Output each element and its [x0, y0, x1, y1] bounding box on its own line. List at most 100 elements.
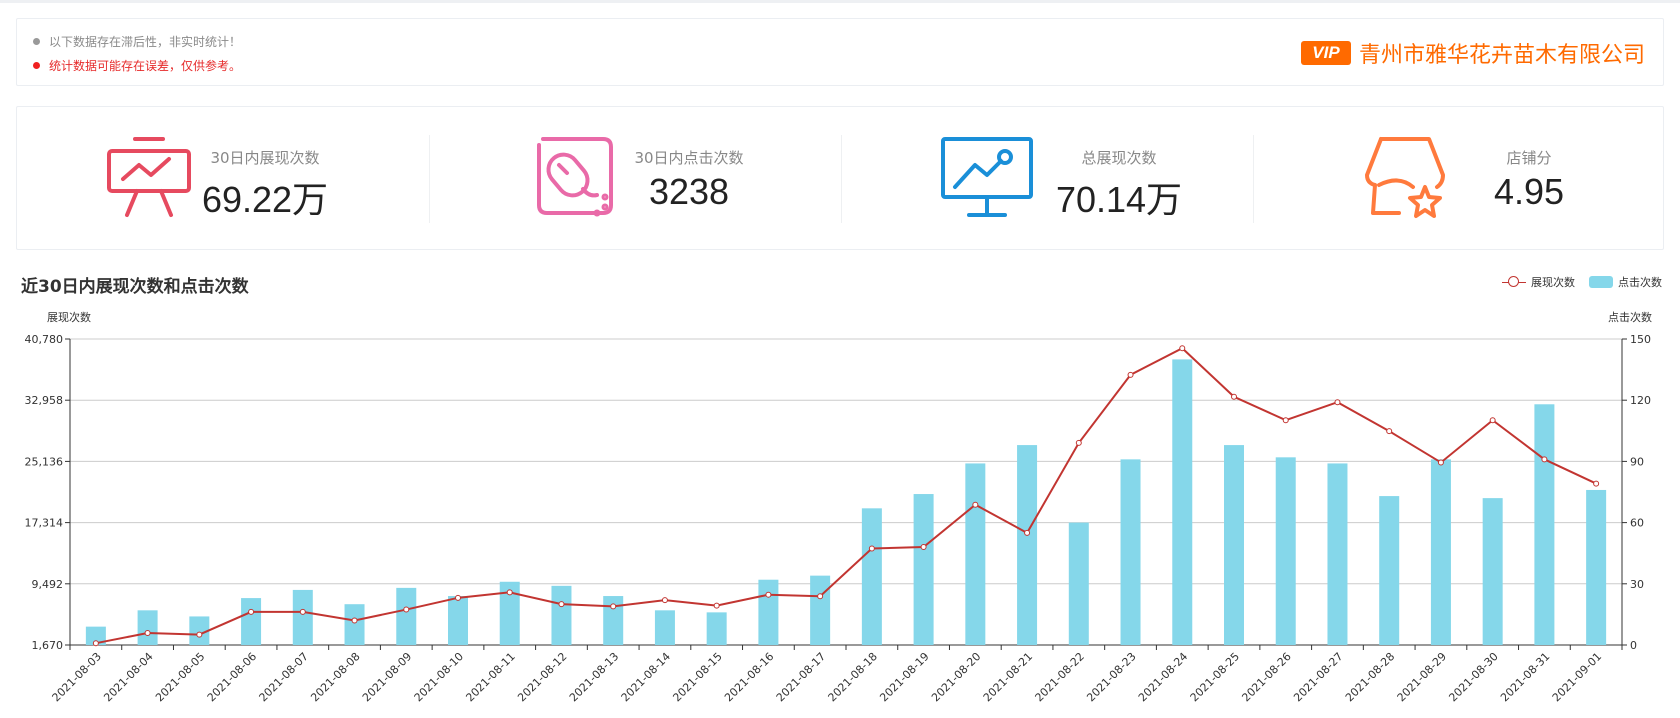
line-point [765, 591, 772, 598]
legend-label: 点击次数 [1618, 276, 1662, 289]
bar-clicks [1120, 459, 1141, 645]
y-tick-label-left: 40,780 [25, 333, 64, 346]
x-tick-label: 2021-08-10 [412, 650, 466, 704]
x-tick-label: 2021-08-30 [1446, 650, 1500, 704]
y-tick-label-right: 60 [1630, 517, 1644, 530]
line-point [144, 630, 151, 637]
line-point [299, 608, 306, 615]
y-tick-label-left: 9,492 [32, 578, 64, 591]
x-tick-label: 2021-08-08 [308, 650, 362, 704]
x-tick-label: 2021-09-01 [1550, 650, 1604, 704]
bar-clicks [1017, 445, 1038, 645]
line-point [713, 602, 720, 609]
legend-label: 展现次数 [1531, 276, 1575, 289]
bar-clicks [551, 585, 572, 645]
bar-clicks [241, 598, 262, 645]
vip-badge: VIP [1300, 41, 1351, 65]
y-tick-label-left: 32,958 [25, 394, 64, 407]
x-tick-label: 2021-08-23 [1084, 650, 1138, 704]
line-point [610, 603, 617, 610]
bar-clicks [1172, 359, 1193, 645]
line-point [1075, 439, 1082, 446]
x-tick-label: 2021-08-04 [101, 650, 155, 704]
bar-clicks [810, 575, 831, 645]
bar-clicks [861, 508, 882, 645]
bar-clicks [1068, 522, 1089, 645]
x-tick-label: 2021-08-21 [981, 650, 1035, 704]
divider [429, 135, 430, 223]
x-tick-label: 2021-08-19 [877, 650, 931, 704]
notice-lag-text: 以下数据存在滞后性，非实时统计！ [49, 35, 242, 49]
line-point [92, 640, 99, 647]
bar-clicks [913, 494, 934, 645]
stat-value: 3238 [648, 171, 730, 212]
x-tick-label: 2021-08-06 [205, 650, 259, 704]
legend-item-impressions[interactable]: 展现次数 [1502, 274, 1575, 290]
line-point [1437, 459, 1444, 466]
line-point [196, 631, 203, 638]
top-divider [0, 0, 1680, 3]
line-point [1024, 529, 1031, 536]
y-tick-label-left: 17,314 [25, 517, 64, 530]
bar-clicks [189, 616, 210, 645]
chart-legend: 展现次数 点击次数 [1488, 274, 1662, 290]
notice-lag: 以下数据存在滞后性，非实时统计！ [33, 33, 241, 50]
legend-item-clicks[interactable]: 点击次数 [1589, 274, 1662, 290]
line-point [1282, 417, 1289, 424]
line-point [972, 501, 979, 508]
stat-30d-clicks: 30日内点击次数 3238 [429, 107, 841, 249]
bar-clicks [1327, 463, 1348, 645]
bar-clicks [1482, 498, 1503, 645]
x-tick-label: 2021-08-07 [257, 650, 311, 704]
bar-clicks [85, 626, 106, 645]
line-point [1231, 393, 1237, 400]
x-tick-label: 2021-08-18 [826, 650, 880, 704]
bar-clicks [758, 579, 779, 645]
stats-panel: 30日内展现次数 69.22万 30日内点击次数 3238 [16, 106, 1664, 250]
line-point [351, 617, 358, 624]
stat-30d-impressions: 30日内展现次数 69.22万 [17, 107, 429, 249]
x-tick-label: 2021-08-29 [1395, 650, 1449, 704]
bar-clicks [1430, 459, 1451, 645]
x-tick-label: 2021-08-31 [1498, 650, 1552, 704]
x-tick-label: 2021-08-13 [567, 650, 621, 704]
x-tick-label: 2021-08-09 [360, 650, 414, 704]
line-point [506, 589, 513, 596]
x-tick-label: 2021-08-14 [619, 650, 673, 704]
line-point [920, 543, 927, 550]
bar-clicks [654, 610, 675, 645]
bullet-gray [33, 38, 40, 45]
y-axis-label-left: 展现次数 [47, 310, 91, 324]
line-point [1593, 480, 1600, 487]
bar-clicks [1379, 496, 1400, 645]
x-tick-label: 2021-08-25 [1188, 650, 1242, 704]
x-tick-label: 2021-08-28 [1343, 650, 1397, 704]
line-point [1179, 345, 1186, 352]
line-impressions [95, 347, 1597, 645]
stat-label: 总展现次数 [1081, 149, 1157, 167]
x-tick-label: 2021-08-11 [463, 650, 517, 704]
line-point [817, 593, 824, 600]
bar-clicks [396, 587, 417, 645]
line-point [868, 545, 875, 552]
line-point [248, 608, 255, 615]
x-tick-label: 2021-08-22 [1033, 650, 1087, 704]
shop-name: 青州市雅华花卉苗木有限公司 [1358, 43, 1645, 68]
line-point [1386, 428, 1393, 435]
y-tick-label-right: 30 [1630, 578, 1644, 591]
bar-clicks [603, 596, 624, 645]
bar-clicks [1586, 489, 1607, 645]
x-tick-label: 2021-08-17 [774, 650, 828, 704]
chart-title: 近30日内展现次数和点击次数 [21, 277, 249, 297]
y-tick-label-right: 0 [1630, 639, 1637, 652]
stat-shop-score: 店铺分 4.95 [1253, 107, 1665, 249]
bar-clicks [706, 612, 727, 645]
y-axis-label-right: 点击次数 [1608, 310, 1652, 324]
line-point [1127, 371, 1134, 378]
presentation-chart-icon [107, 137, 191, 217]
bar-clicks [1275, 457, 1296, 645]
stat-label: 30日内展现次数 [210, 149, 320, 167]
line-point [1541, 456, 1548, 463]
stat-label: 店铺分 [1506, 149, 1552, 167]
bar-clicks [499, 581, 520, 645]
